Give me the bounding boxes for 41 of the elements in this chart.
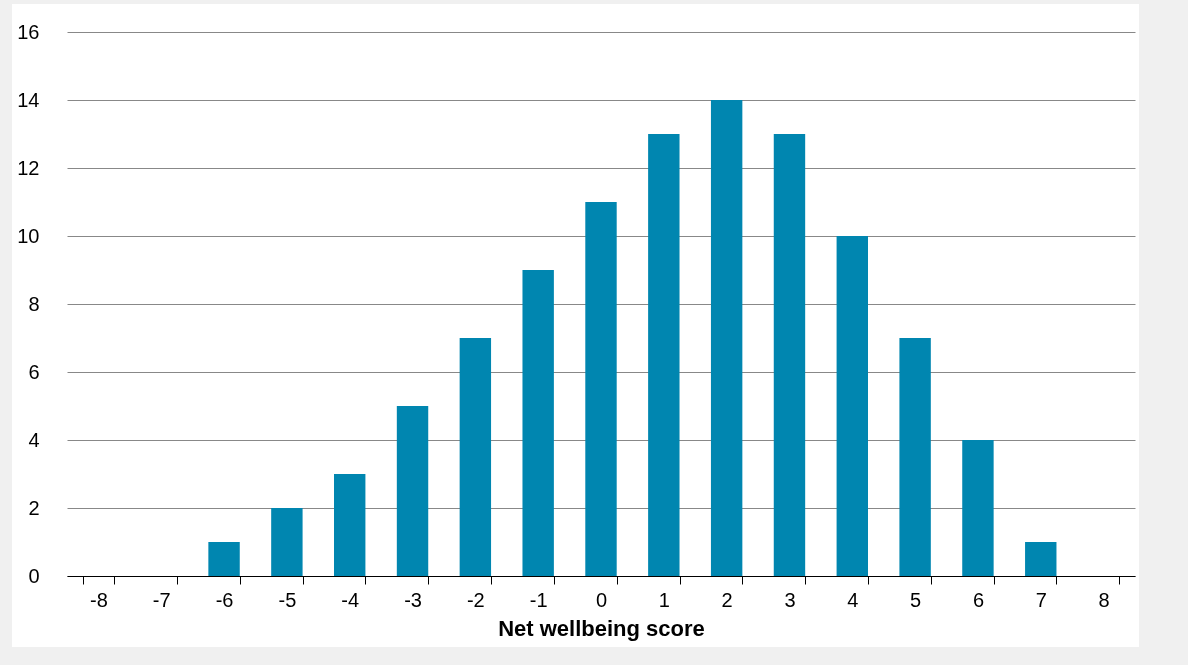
x-tick-label: -5 [278, 588, 297, 611]
y-tick-label: 16 [17, 20, 40, 43]
x-tick-label: -7 [152, 588, 171, 611]
y-tick-label: 2 [28, 496, 40, 519]
x-tick-label: -8 [90, 588, 108, 611]
y-tick-label: 10 [17, 224, 40, 247]
bar [710, 100, 743, 576]
bar [962, 440, 994, 576]
bar [271, 508, 303, 576]
x-tick-label: -3 [404, 588, 422, 611]
x-tick-label: 4 [847, 588, 859, 611]
bar [836, 236, 868, 576]
x-tick-label: 5 [910, 588, 922, 611]
bar [334, 474, 366, 576]
x-tick-label: 3 [784, 588, 796, 611]
bar [522, 270, 554, 576]
y-tick-label: 14 [17, 88, 40, 111]
y-tick-label: 4 [28, 428, 40, 451]
x-tick-label: 7 [1035, 588, 1047, 611]
x-tick-label: 0 [595, 588, 608, 611]
bar [459, 338, 492, 576]
bar [585, 202, 617, 576]
x-tick-label: 1 [658, 588, 670, 611]
bar [208, 542, 240, 576]
x-tick-label: 8 [1098, 588, 1110, 611]
y-tick-label: 12 [17, 156, 40, 179]
x-axis-title: Net wellbeing score [498, 615, 705, 641]
bar [773, 134, 806, 576]
x-tick-label: -6 [215, 588, 234, 611]
bar [1025, 542, 1057, 576]
bar [396, 406, 429, 576]
x-tick-label: 6 [972, 588, 984, 611]
x-tick-label: 2 [721, 588, 733, 611]
x-tick-label: -4 [341, 588, 360, 611]
x-tick-label: -1 [529, 588, 548, 611]
bar [648, 134, 680, 576]
y-tick-label: 6 [28, 360, 40, 383]
y-tick-label: 8 [28, 292, 40, 315]
bar [899, 338, 931, 576]
y-tick-label: 0 [28, 564, 40, 587]
x-tick-label: -2 [466, 588, 485, 611]
